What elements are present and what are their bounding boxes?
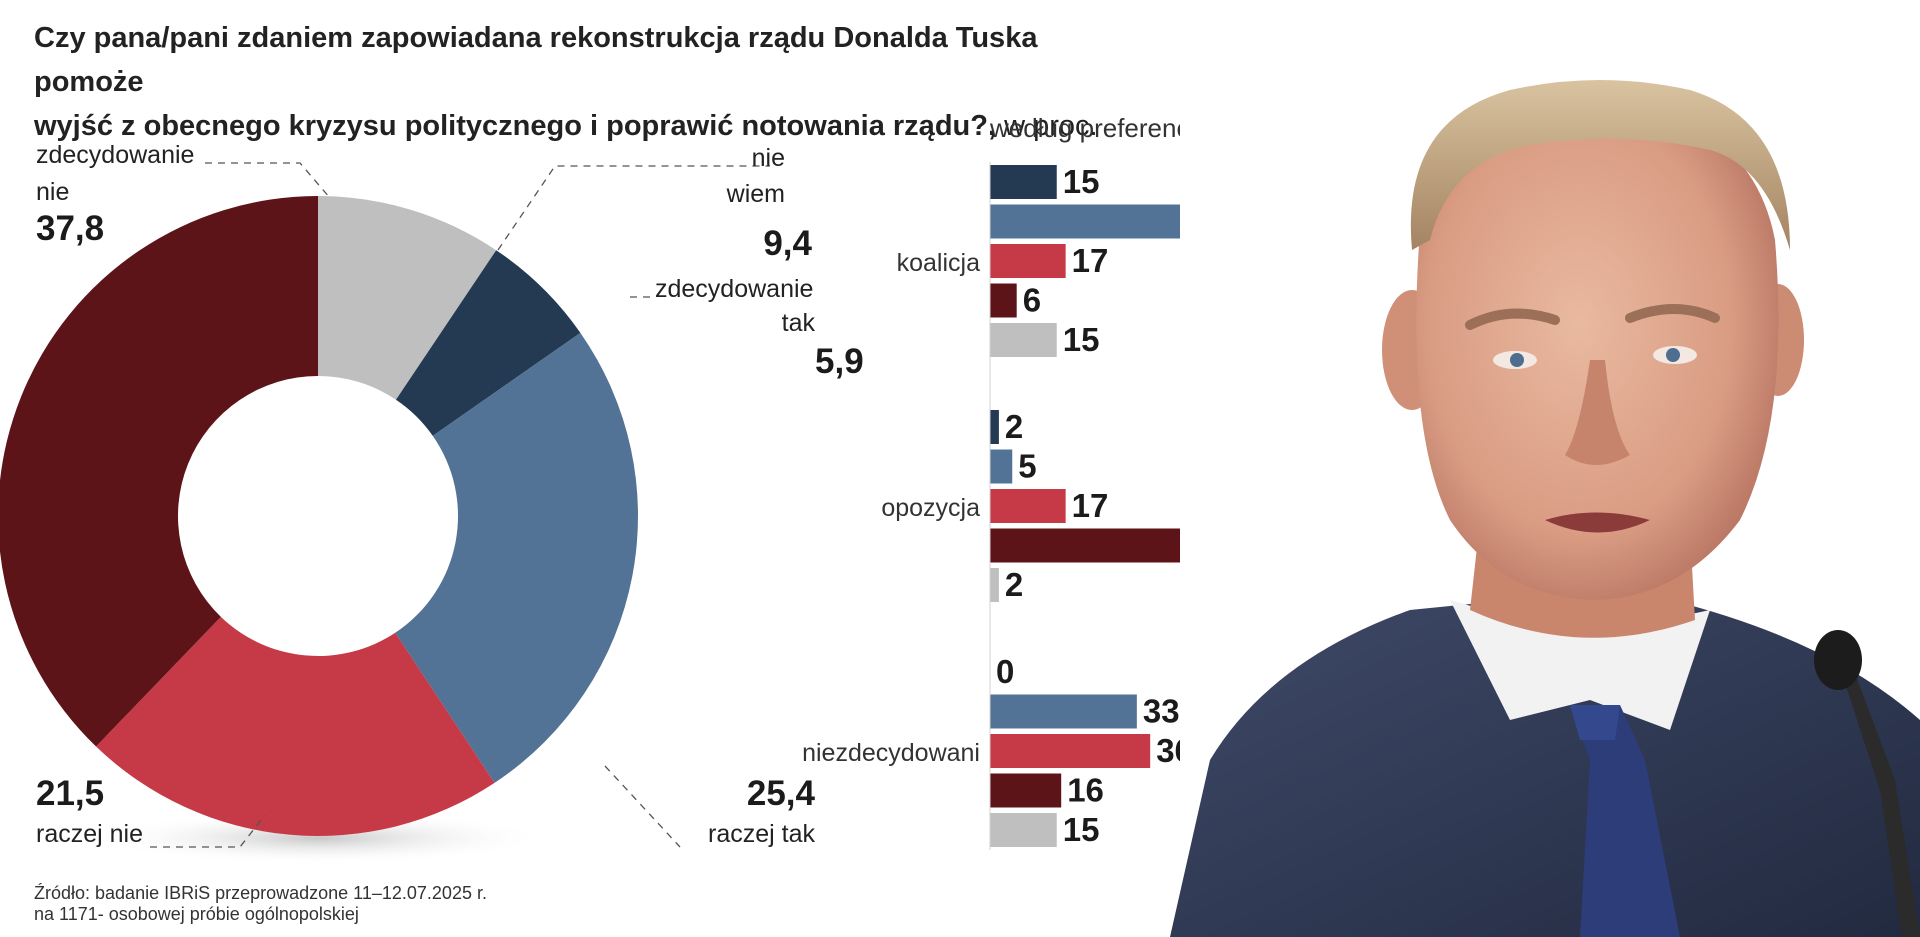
bar-niezdecydowani-raczej-tak: [990, 694, 1137, 729]
bar-niezdecydowani-zdecydowanie-nie: [990, 773, 1062, 808]
bar-value-koalicja-zdecydowanie-nie: 6: [1023, 282, 1041, 319]
chart-title: Czy pana/pani zdaniem zapowiadana rekons…: [34, 16, 1154, 148]
slice-value-nie-wiem: 9,4: [763, 224, 812, 263]
bar-opozycja-raczej-tak: [990, 449, 1013, 484]
bar-chart-title: według preferencji politycznych: [989, 113, 1180, 143]
bar-opozycja-zdecydowanie-tak: [990, 410, 999, 444]
slice-label-nie-wiem: wiem: [726, 180, 785, 208]
bar-value-niezdecydowani-zdecydowanie-tak: 0: [996, 653, 1014, 690]
group-label-opozycja: opozycja: [881, 494, 980, 522]
donut-slice-nie-wiem: [318, 196, 497, 400]
politician-portrait: [1170, 80, 1920, 937]
slice-value-raczej-tak: 25,4: [747, 774, 816, 813]
slice-label-nie-wiem: nie: [752, 144, 785, 172]
bar-niezdecydowani-raczej-nie: [990, 734, 1151, 768]
donut-labels: nie wiem 9,4 zdecydowanie tak 5,9 raczej tak 25…: [36, 141, 864, 848]
bar-value-niezdecydowani-nie-wiem: 15: [1063, 811, 1100, 848]
slice-label-zdecydowanie-tak: zdecydowanie: [655, 275, 813, 303]
bar-koalicja-raczej-nie: [990, 244, 1066, 278]
slice-value-zdecydowanie-tak: 5,9: [815, 342, 864, 381]
bar-value-opozycja-nie-wiem: 2: [1005, 566, 1023, 603]
donut-slice-raczej-nie: [96, 616, 495, 836]
slice-label-raczej-tak: raczej tak: [708, 820, 815, 848]
bar-value-niezdecydowani-raczej-tak: 33: [1143, 693, 1180, 730]
bar-value-koalicja-nie-wiem: 15: [1063, 321, 1100, 358]
source-note: Źródło: badanie IBRiS przeprowadzone 11–…: [34, 883, 487, 925]
title-unit: w proc.: [996, 110, 1098, 142]
bar-chart: według preferencji politycznych154717615…: [802, 113, 1180, 850]
bar-niezdecydowani-nie-wiem: [990, 813, 1057, 847]
slice-label-zdecydowanie-nie: zdecydowanie: [36, 141, 194, 169]
bar-opozycja-zdecydowanie-nie: [990, 528, 1180, 563]
donut-slice-zdecydowanie-nie: [0, 196, 318, 747]
leader-line-zdecydowanie-nie: [205, 162, 331, 199]
title-question: wyjść z obecnego kryzysu politycznego i …: [34, 110, 997, 142]
group-label-koalicja: koalicja: [897, 249, 980, 277]
bar-koalicja-nie-wiem: [990, 323, 1057, 357]
donut-slice-zdecydowanie-tak: [395, 250, 581, 436]
slice-value-raczej-nie: 21,5: [36, 774, 104, 813]
title-line-2: wyjść z obecnego kryzysu politycznego i …: [34, 104, 1154, 148]
slice-value-zdecydowanie-nie: 37,8: [36, 209, 104, 248]
bar-koalicja-zdecydowanie-tak: [990, 165, 1057, 199]
bar-value-opozycja-raczej-tak: 5: [1018, 448, 1036, 485]
bar-opozycja-raczej-nie: [990, 489, 1066, 523]
group-label-niezdecydowani: niezdecydowani: [802, 739, 980, 767]
donut-shadow: [88, 812, 548, 864]
bar-koalicja-raczej-tak: [990, 204, 1180, 239]
bar-value-niezdecydowani-raczej-nie: 36: [1156, 732, 1180, 769]
bar-value-koalicja-raczej-nie: 17: [1072, 242, 1109, 279]
source-line-1: Źródło: badanie IBRiS przeprowadzone 11–…: [34, 883, 487, 903]
bar-value-opozycja-zdecydowanie-tak: 2: [1005, 408, 1023, 445]
donut-chart: [0, 196, 638, 836]
slice-label-zdecydowanie-nie: nie: [36, 178, 69, 206]
leader-line-raczej-nie: [150, 814, 266, 848]
source-line-2: na 1171- osobowej próbie ogólnopolskiej: [34, 904, 359, 924]
leader-line-nie-wiem: [497, 165, 770, 251]
slice-label-raczej-nie: raczej nie: [36, 820, 143, 848]
title-line-1: Czy pana/pani zdaniem zapowiadana rekons…: [34, 22, 1038, 98]
slice-label-zdecydowanie-tak: tak: [782, 309, 816, 337]
bar-value-niezdecydowani-zdecydowanie-nie: 16: [1067, 772, 1104, 809]
leader-line-raczej-tak: [604, 765, 681, 848]
donut-slice-raczej-tak: [395, 332, 638, 783]
bar-koalicja-zdecydowanie-nie: [990, 283, 1017, 318]
bar-value-koalicja-zdecydowanie-tak: 15: [1063, 163, 1100, 200]
bar-value-opozycja-raczej-nie: 17: [1072, 487, 1109, 524]
bar-opozycja-nie-wiem: [990, 568, 999, 602]
